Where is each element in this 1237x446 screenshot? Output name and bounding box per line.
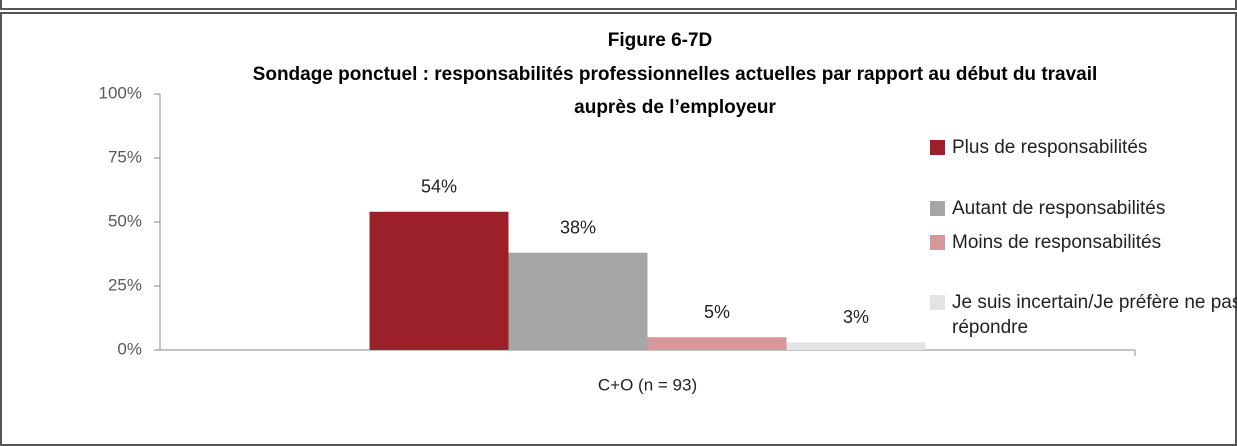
top-strip	[0, 0, 1237, 10]
legend-swatch	[930, 140, 945, 155]
data-label: 54%	[421, 177, 457, 197]
legend-swatch	[930, 201, 945, 216]
legend-swatch	[930, 235, 945, 250]
legend-swatch	[930, 295, 945, 310]
chart: 0% 25% 50% 75% 100% C+O (n = 93) 54% 38% 5% 3%	[99, 83, 1136, 394]
y-tick-label: 75%	[108, 147, 142, 166]
chart-title: Figure 6-7D	[607, 30, 713, 51]
y-tick-label: 0%	[117, 339, 142, 358]
y-tick-label: 25%	[108, 275, 142, 294]
bar	[786, 342, 926, 350]
data-label: 38%	[560, 217, 596, 237]
legend-label: Moins de responsabilités	[952, 232, 1162, 253]
y-tick-label: 100%	[99, 83, 142, 102]
x-tick-label: C+O (n = 93)	[598, 375, 697, 394]
legend-label: Je suis incertain/Je préfère ne pas répo…	[952, 292, 1237, 338]
data-label: 3%	[843, 307, 869, 327]
legend-label: Autant de responsabilités	[952, 198, 1166, 219]
bar	[647, 337, 787, 350]
y-tick-label: 50%	[108, 211, 142, 230]
bar	[508, 252, 648, 350]
chart-subtitle: Sondage ponctuel : responsabilités profe…	[252, 64, 1098, 118]
bar	[369, 211, 509, 350]
data-label: 5%	[704, 302, 730, 322]
legend-label: Plus de responsabilités	[952, 137, 1148, 158]
